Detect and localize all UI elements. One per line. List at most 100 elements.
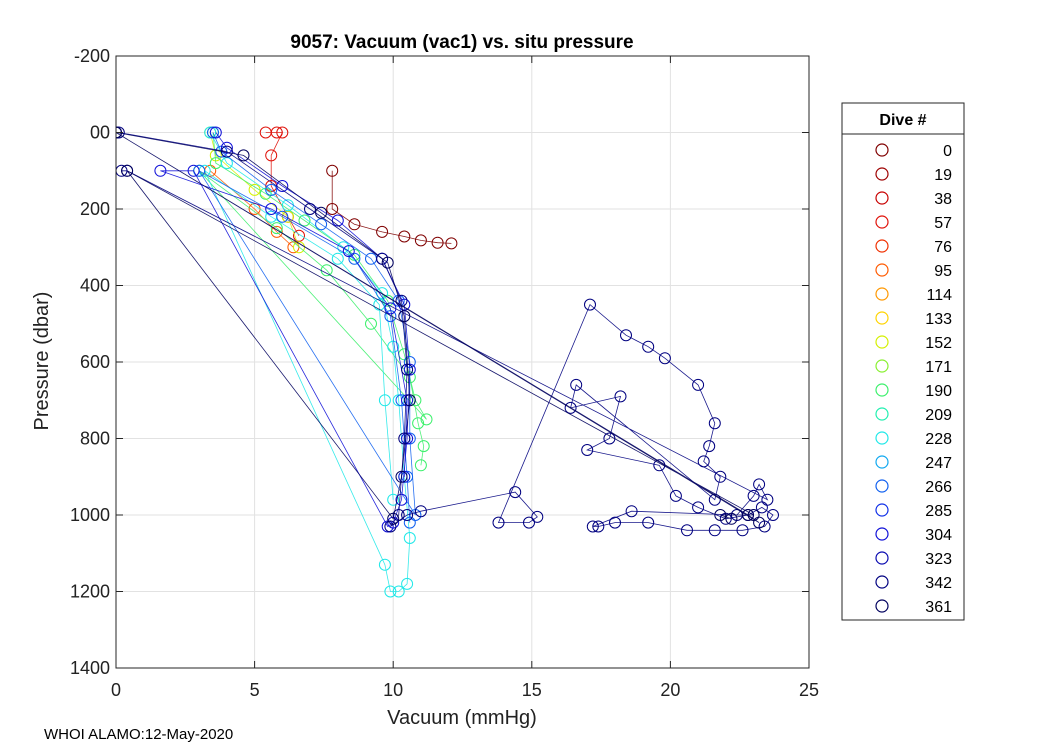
- data-point: [570, 378, 583, 391]
- legend-label: 361: [925, 599, 952, 616]
- series-line: [198, 132, 427, 466]
- legend-marker: [875, 359, 889, 373]
- data-point: [414, 505, 427, 518]
- data-point: [592, 520, 605, 533]
- data-point: [614, 390, 627, 403]
- x-tick-label: 10: [383, 680, 403, 700]
- legend-label: 285: [925, 503, 952, 520]
- legend-marker: [875, 143, 889, 157]
- data-point: [609, 516, 621, 529]
- series-304: [154, 126, 416, 533]
- data-point: [401, 432, 414, 445]
- data-point: [747, 509, 760, 521]
- x-tick-label: 15: [522, 680, 542, 700]
- data-point: [348, 218, 361, 231]
- data-point: [270, 225, 283, 238]
- data-layer: [116, 126, 779, 598]
- data-point: [753, 478, 766, 491]
- data-point: [209, 126, 222, 139]
- y-axis-label: Pressure (dbar): [31, 292, 53, 431]
- data-point: [586, 520, 599, 533]
- legend-marker: [875, 527, 889, 541]
- data-point: [392, 585, 405, 598]
- data-point: [642, 516, 655, 529]
- data-point: [331, 252, 344, 265]
- data-point: [387, 340, 400, 353]
- data-point: [220, 141, 233, 154]
- data-point: [398, 470, 411, 483]
- legend-marker: [875, 503, 889, 517]
- legend-label: 133: [925, 311, 952, 328]
- series-line: [331, 170, 452, 244]
- legend-marker: [875, 311, 889, 325]
- legend-label: 247: [925, 455, 952, 472]
- legend-marker: [875, 263, 889, 277]
- x-tick-label: 25: [799, 680, 819, 700]
- data-point: [669, 489, 682, 502]
- legend-box: [841, 102, 965, 621]
- data-point: [412, 417, 425, 430]
- data-point: [398, 310, 411, 323]
- legend-label: 304: [925, 527, 952, 544]
- data-point: [121, 164, 134, 177]
- legend-label: 209: [925, 407, 952, 424]
- series-line: [116, 132, 760, 523]
- data-point: [265, 183, 278, 196]
- legend-label: 171: [925, 359, 952, 376]
- data-point: [398, 230, 411, 243]
- data-point: [387, 512, 400, 525]
- legend-label: 38: [934, 191, 952, 208]
- legend-marker: [875, 455, 889, 469]
- legend-label: 57: [934, 215, 952, 232]
- data-point: [642, 340, 655, 353]
- data-point: [384, 520, 397, 533]
- data-point: [681, 524, 693, 537]
- data-point: [714, 509, 727, 521]
- data-point: [708, 524, 721, 537]
- x-tick-label: 0: [111, 680, 121, 700]
- data-point: [187, 164, 200, 177]
- legend-label: 76: [934, 239, 952, 256]
- data-point: [714, 470, 727, 483]
- y-tick-label: 800: [80, 429, 110, 449]
- data-point: [204, 126, 217, 139]
- legend-label: 228: [925, 431, 952, 448]
- plot-area: 0 5 10 15 20 25 -200 00 200 400 600 800 1000 1200 1400: [70, 46, 819, 700]
- data-point: [403, 532, 416, 544]
- data-point: [116, 126, 125, 139]
- data-point: [403, 516, 416, 529]
- data-point: [154, 164, 167, 177]
- legend-marker: [875, 191, 889, 205]
- x-tick-label: 20: [660, 680, 680, 700]
- legend-marker: [875, 575, 889, 589]
- data-point: [692, 501, 705, 514]
- legend-label: 323: [925, 551, 952, 568]
- legend-marker: [875, 599, 889, 613]
- data-point: [742, 509, 754, 521]
- data-point: [384, 585, 397, 598]
- legend-label: 190: [925, 383, 952, 400]
- legend: Dive # 0 19 38 57 76 95 114 133 152 171 190 209 228 24…: [841, 102, 965, 621]
- data-point: [417, 440, 430, 453]
- data-point: [531, 510, 544, 523]
- legend-label: 114: [926, 287, 952, 304]
- data-point: [331, 214, 344, 227]
- data-point: [387, 493, 400, 506]
- data-point: [401, 577, 414, 590]
- x-axis-label: Vacuum (mmHg): [387, 707, 537, 729]
- series-line: [209, 132, 300, 248]
- data-point: [658, 352, 671, 365]
- data-point: [381, 256, 394, 269]
- data-point: [237, 149, 250, 162]
- data-point: [384, 302, 397, 315]
- data-point: [395, 493, 408, 506]
- series-line: [203, 132, 411, 592]
- data-point: [403, 363, 416, 376]
- legend-label: 266: [925, 479, 952, 496]
- data-point: [736, 524, 749, 537]
- data-point: [509, 486, 522, 499]
- series-342: [116, 126, 779, 537]
- data-point: [326, 203, 339, 215]
- data-point: [492, 516, 505, 529]
